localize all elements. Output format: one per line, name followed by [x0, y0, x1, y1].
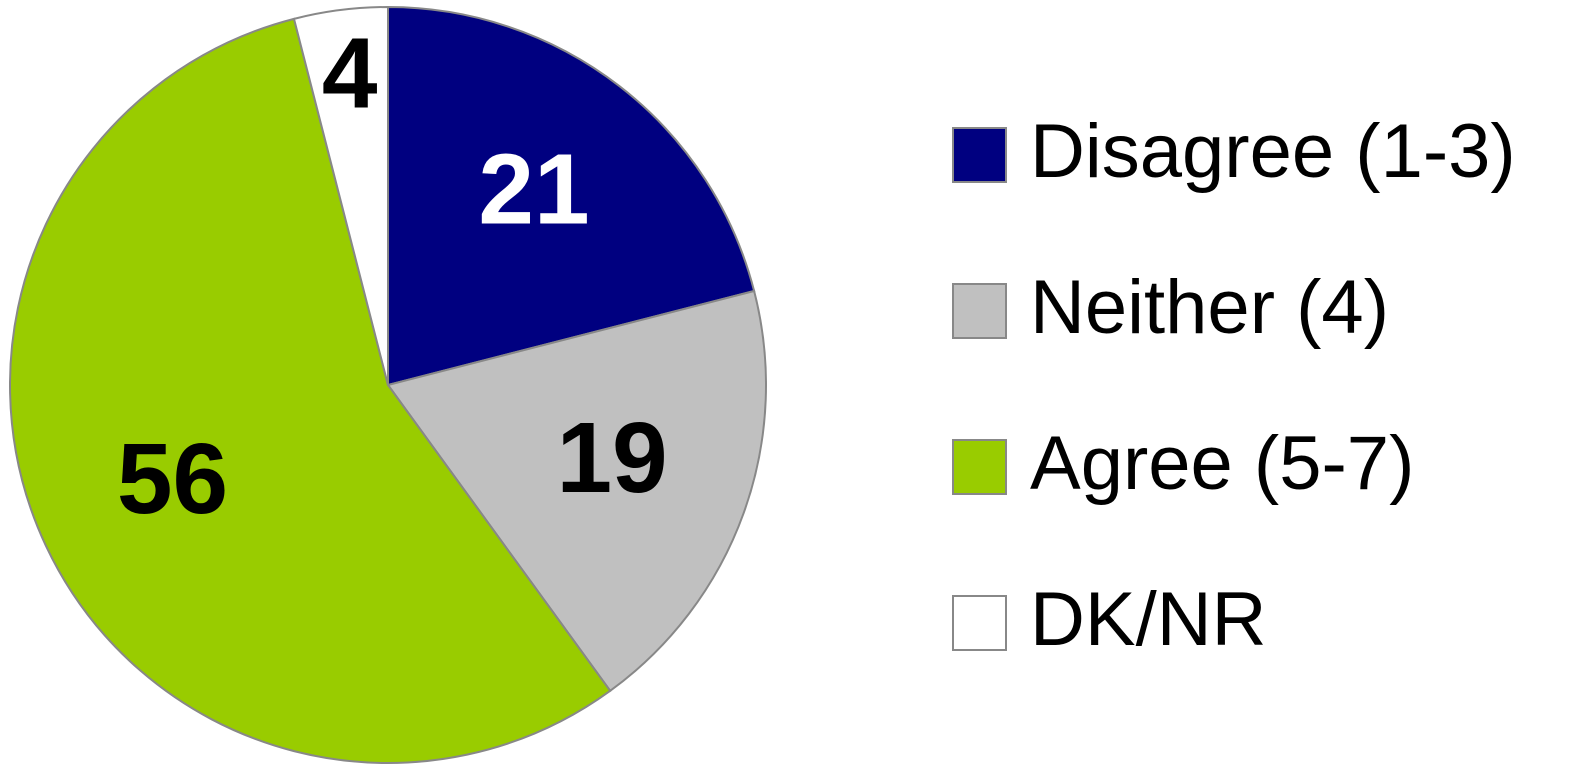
data-label: 19 — [556, 402, 667, 514]
pie-slice — [386, 289, 767, 693]
pie-slice — [292, 5, 389, 386]
legend-label: Disagree (1-3) — [1030, 109, 1516, 194]
pie-slice — [387, 5, 756, 387]
legend-label: Neither (4) — [1030, 265, 1389, 350]
legend-swatch — [952, 595, 1007, 651]
data-label: 56 — [117, 423, 228, 535]
legend-label: Agree (5-7) — [1030, 421, 1414, 506]
data-label: 4 — [322, 18, 378, 130]
legend-label: DK/NR — [1030, 577, 1266, 662]
legend-swatch — [952, 439, 1007, 495]
legend-swatch — [952, 283, 1007, 339]
legend-swatch — [952, 127, 1007, 183]
data-label: 21 — [478, 133, 589, 245]
pie-slice — [9, 17, 612, 764]
